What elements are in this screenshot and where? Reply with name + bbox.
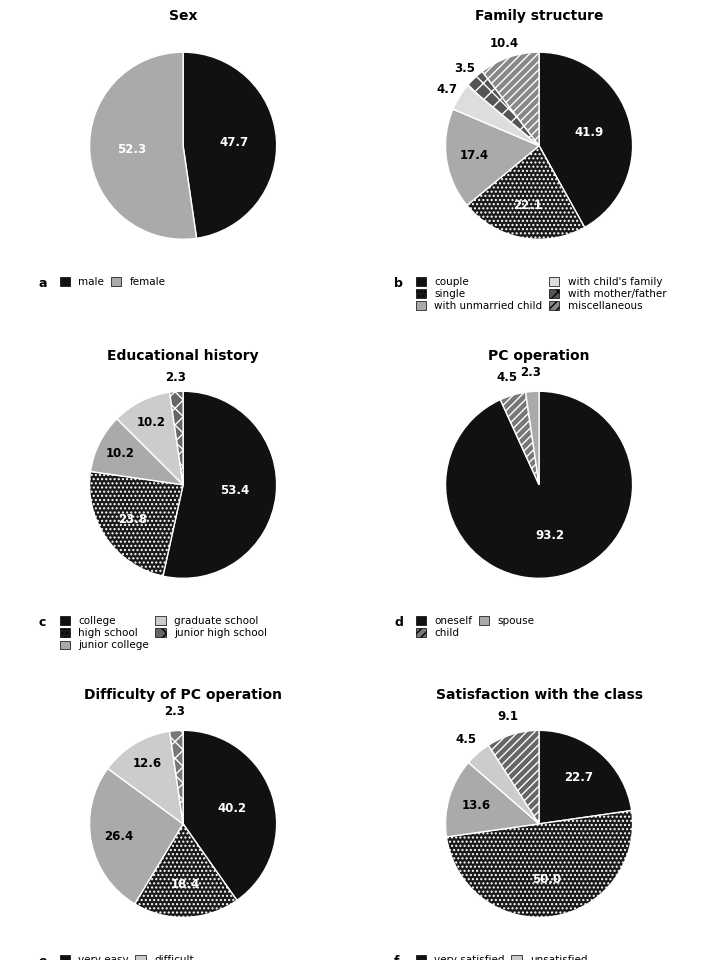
Title: Educational history: Educational history [108, 348, 259, 363]
Wedge shape [445, 762, 539, 837]
Text: 41.9: 41.9 [574, 127, 603, 139]
Wedge shape [445, 109, 539, 205]
Title: Sex: Sex [169, 10, 198, 23]
Wedge shape [445, 392, 633, 578]
Text: 2.3: 2.3 [165, 371, 185, 384]
Wedge shape [183, 731, 277, 900]
Wedge shape [183, 52, 277, 238]
Text: 2.3: 2.3 [520, 367, 542, 379]
Wedge shape [501, 393, 539, 485]
Text: c: c [38, 615, 45, 629]
Text: 10.2: 10.2 [137, 416, 166, 428]
Wedge shape [525, 392, 539, 485]
Text: 26.4: 26.4 [104, 830, 134, 843]
Text: d: d [394, 615, 403, 629]
Legend: very easy, easy, average, difficult, very difficult: very easy, easy, average, difficult, ver… [59, 955, 220, 960]
Text: 4.5: 4.5 [455, 732, 476, 746]
Text: 4.7: 4.7 [437, 83, 458, 96]
Text: b: b [394, 276, 403, 290]
Text: 47.7: 47.7 [220, 135, 249, 149]
Wedge shape [170, 731, 183, 824]
Text: 53.4: 53.4 [219, 484, 249, 497]
Text: 13.6: 13.6 [462, 799, 491, 812]
Legend: oneself, child, spouse: oneself, child, spouse [416, 616, 535, 638]
Text: 12.6: 12.6 [132, 757, 161, 770]
Text: 22.1: 22.1 [513, 199, 542, 212]
Text: 17.4: 17.4 [459, 149, 489, 161]
Text: 10.4: 10.4 [490, 37, 519, 50]
Wedge shape [89, 52, 197, 239]
Text: 52.3: 52.3 [118, 143, 147, 156]
Wedge shape [469, 745, 539, 824]
Legend: very satisfied, satisfied, average, unsatisfied, very unsatisfied: very satisfied, satisfied, average, unsa… [416, 955, 614, 960]
Wedge shape [91, 419, 183, 485]
Title: Family structure: Family structure [475, 10, 603, 23]
Text: 93.2: 93.2 [535, 529, 564, 541]
Legend: male, female: male, female [59, 277, 165, 287]
Wedge shape [467, 71, 539, 146]
Text: f: f [394, 955, 399, 960]
Legend: couple, single, with unmarried child, with child's family, with mother/father, m: couple, single, with unmarried child, wi… [416, 277, 666, 311]
Text: e: e [38, 955, 47, 960]
Wedge shape [117, 393, 183, 485]
Legend: college, high school, junior college, graduate school, junior high school: college, high school, junior college, gr… [59, 616, 267, 651]
Text: 3.5: 3.5 [455, 61, 475, 75]
Wedge shape [539, 52, 633, 228]
Text: 40.2: 40.2 [217, 802, 246, 815]
Text: 18.4: 18.4 [171, 878, 200, 891]
Text: 22.7: 22.7 [564, 772, 593, 784]
Wedge shape [135, 824, 237, 918]
Text: 23.8: 23.8 [118, 513, 148, 526]
Wedge shape [489, 731, 539, 824]
Wedge shape [453, 85, 539, 146]
Title: PC operation: PC operation [489, 348, 590, 363]
Title: Difficulty of PC operation: Difficulty of PC operation [84, 687, 282, 702]
Text: 9.1: 9.1 [497, 709, 518, 723]
Wedge shape [163, 392, 277, 578]
Wedge shape [89, 471, 183, 576]
Wedge shape [170, 392, 183, 485]
Wedge shape [89, 769, 183, 904]
Text: 2.3: 2.3 [164, 706, 185, 718]
Wedge shape [467, 146, 585, 239]
Text: 50.0: 50.0 [532, 873, 561, 886]
Wedge shape [447, 810, 633, 918]
Wedge shape [539, 731, 632, 824]
Text: a: a [38, 276, 47, 290]
Wedge shape [482, 52, 539, 146]
Text: 10.2: 10.2 [106, 447, 135, 460]
Title: Satisfaction with the class: Satisfaction with the class [435, 687, 643, 702]
Wedge shape [108, 732, 183, 824]
Text: 4.5: 4.5 [497, 371, 518, 384]
